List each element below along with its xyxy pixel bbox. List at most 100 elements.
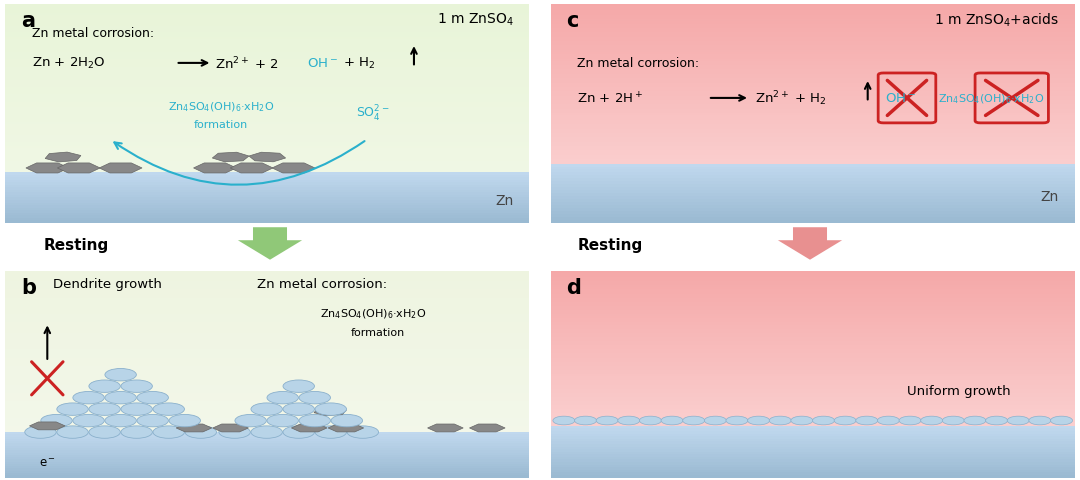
Bar: [551, 411, 1075, 414]
Bar: [5, 273, 529, 276]
Bar: [551, 473, 1075, 476]
Bar: [551, 405, 1075, 408]
Bar: [551, 286, 1075, 288]
Bar: [551, 451, 1075, 453]
Bar: [551, 420, 1075, 422]
Bar: [551, 317, 1075, 319]
Bar: [551, 116, 1075, 119]
Bar: [551, 281, 1075, 284]
Circle shape: [986, 416, 1008, 425]
Bar: [5, 276, 529, 277]
Bar: [5, 471, 529, 473]
Bar: [551, 95, 1075, 96]
Bar: [551, 220, 1075, 223]
Bar: [5, 441, 529, 443]
Bar: [551, 167, 1075, 170]
Bar: [551, 75, 1075, 77]
Text: a: a: [22, 12, 36, 31]
Bar: [551, 44, 1075, 46]
Bar: [5, 218, 529, 221]
Bar: [5, 468, 529, 471]
Bar: [551, 40, 1075, 42]
Bar: [551, 31, 1075, 33]
Bar: [551, 219, 1075, 221]
Bar: [5, 391, 529, 393]
Bar: [551, 364, 1075, 366]
Bar: [551, 444, 1075, 446]
Polygon shape: [230, 164, 273, 174]
Bar: [551, 182, 1075, 185]
Circle shape: [661, 416, 683, 425]
Bar: [551, 29, 1075, 31]
FancyArrow shape: [238, 228, 302, 260]
Circle shape: [137, 392, 168, 404]
Bar: [5, 352, 529, 354]
Bar: [5, 317, 529, 319]
Bar: [5, 144, 529, 147]
Bar: [5, 182, 529, 184]
Bar: [5, 133, 529, 136]
Bar: [5, 335, 529, 337]
Bar: [551, 57, 1075, 60]
Circle shape: [105, 415, 136, 427]
Text: e$^-$: e$^-$: [39, 456, 56, 469]
Bar: [551, 429, 1075, 431]
Text: OH$^-$: OH$^-$: [307, 57, 338, 70]
Bar: [5, 5, 529, 7]
Text: Zn$_4$SO$_4$(OH)$_6$·xH$_2$O: Zn$_4$SO$_4$(OH)$_6$·xH$_2$O: [167, 101, 274, 114]
Bar: [551, 288, 1075, 290]
Bar: [551, 37, 1075, 40]
Bar: [551, 204, 1075, 206]
Bar: [551, 13, 1075, 16]
Bar: [551, 127, 1075, 129]
Bar: [5, 33, 529, 36]
Bar: [551, 391, 1075, 393]
Circle shape: [639, 416, 661, 425]
Bar: [5, 459, 529, 461]
Bar: [5, 103, 529, 105]
Bar: [551, 468, 1075, 469]
Circle shape: [89, 426, 120, 438]
Bar: [5, 84, 529, 85]
Bar: [5, 464, 529, 466]
Bar: [551, 468, 1075, 470]
Bar: [551, 325, 1075, 327]
Bar: [5, 379, 529, 381]
Circle shape: [137, 415, 168, 427]
Bar: [551, 376, 1075, 379]
Bar: [551, 188, 1075, 191]
Bar: [5, 140, 529, 143]
Bar: [5, 321, 529, 323]
Bar: [551, 393, 1075, 395]
Bar: [5, 136, 529, 138]
Bar: [5, 79, 529, 81]
Bar: [5, 201, 529, 203]
Circle shape: [596, 416, 618, 425]
Bar: [5, 48, 529, 51]
Bar: [5, 162, 529, 164]
Circle shape: [964, 416, 986, 425]
Bar: [5, 16, 529, 18]
Bar: [551, 51, 1075, 53]
Bar: [551, 321, 1075, 323]
Bar: [5, 147, 529, 149]
Bar: [5, 22, 529, 24]
Circle shape: [726, 416, 748, 425]
Bar: [5, 77, 529, 79]
Bar: [5, 180, 529, 182]
Circle shape: [105, 392, 136, 404]
Bar: [5, 13, 529, 16]
Bar: [5, 188, 529, 191]
Bar: [5, 208, 529, 210]
Bar: [551, 300, 1075, 302]
Bar: [551, 85, 1075, 88]
Bar: [5, 12, 529, 13]
Bar: [551, 208, 1075, 210]
Bar: [5, 198, 529, 201]
Bar: [5, 290, 529, 292]
Bar: [5, 221, 529, 223]
Bar: [5, 213, 529, 216]
Bar: [5, 385, 529, 387]
Bar: [551, 401, 1075, 403]
Bar: [5, 153, 529, 156]
